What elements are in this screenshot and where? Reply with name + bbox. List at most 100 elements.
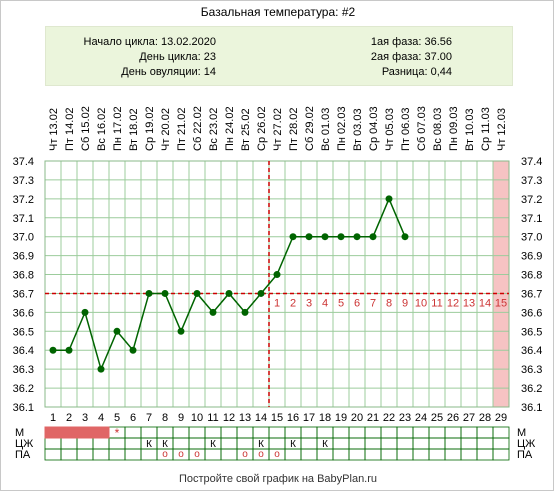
y-tick-right: 37.3	[521, 175, 542, 187]
temperature-point	[289, 233, 297, 241]
y-tick-right: 36.3	[521, 364, 542, 376]
row-cell	[396, 437, 414, 450]
cycle-info-panel: Начало цикла: 13.02.2020 День цикла: 23 …	[45, 26, 513, 86]
row-cell	[332, 437, 350, 450]
date-label: Пн 24.02	[224, 106, 236, 151]
date-label: Чт 12.03	[496, 108, 508, 151]
luteal-day-number: 1	[274, 297, 280, 309]
date-label: Вт 18.02	[128, 108, 140, 151]
row-cell	[428, 437, 446, 450]
row-cell	[204, 448, 222, 461]
day-label: 26	[447, 412, 459, 424]
date-label: Сб 07.03	[416, 106, 428, 151]
row-cell	[460, 426, 478, 439]
date-label: Вт 03.03	[352, 108, 364, 151]
day-label: 14	[255, 412, 267, 424]
date-label: Вс 16.02	[96, 108, 108, 151]
cm-mark: К	[162, 439, 168, 450]
day-label: 4	[98, 412, 104, 424]
row-cell	[348, 426, 366, 439]
row-cell	[252, 426, 270, 439]
date-label: Сб 15.02	[80, 106, 92, 151]
temperature-point	[177, 327, 185, 335]
row-cell	[348, 448, 366, 461]
y-tick-right: 36.6	[521, 307, 542, 319]
day-label: 27	[463, 412, 475, 424]
row-cell	[188, 437, 206, 450]
row-cell	[476, 426, 494, 439]
temperature-point	[241, 308, 249, 316]
y-tick-left: 37.0	[13, 232, 34, 244]
date-label: Пн 02.03	[336, 106, 348, 151]
row-cell	[60, 448, 78, 461]
row-cell	[156, 426, 174, 439]
date-label: Пн 09.03	[448, 106, 460, 151]
row-cell	[396, 448, 414, 461]
highlight-column	[493, 161, 509, 407]
row-cell	[300, 448, 318, 461]
footer-link[interactable]: Постройте свой график на BabyPlan.ru	[178, 473, 378, 485]
row-cell	[460, 448, 478, 461]
ovulation-day: День овуляции: 14	[121, 66, 216, 78]
row-cell	[220, 437, 238, 450]
cycle-day: День цикла: 23	[139, 51, 216, 63]
day-label: 8	[162, 412, 168, 424]
y-tick-right: 36.5	[521, 326, 542, 338]
row-cell	[92, 448, 110, 461]
date-label: Вс 01.03	[320, 108, 332, 151]
y-tick-right: 37.0	[521, 232, 542, 244]
row-cell	[364, 426, 382, 439]
day-label: 16	[287, 412, 299, 424]
day-label: 7	[146, 412, 152, 424]
row-cell	[460, 437, 478, 450]
date-label: Ср 19.02	[144, 106, 156, 151]
day-label: 17	[303, 412, 315, 424]
date-label: Пт 21.02	[176, 107, 188, 151]
day-label: 11	[207, 412, 218, 424]
row-cell	[476, 437, 494, 450]
row-cell	[220, 426, 238, 439]
row-cell	[172, 426, 190, 439]
row-label-right: ПА	[517, 449, 533, 461]
row-cell	[268, 437, 286, 450]
day-label: 6	[130, 412, 136, 424]
row-cell	[140, 448, 158, 461]
row-cell	[92, 437, 110, 450]
date-label: Вт 10.03	[464, 108, 476, 151]
day-label: 23	[399, 412, 411, 424]
row-cell	[108, 448, 126, 461]
luteal-day-number: 10	[415, 297, 427, 309]
row-cell	[204, 426, 222, 439]
cm-mark: К	[322, 439, 328, 450]
row-cell	[444, 437, 462, 450]
day-label: 10	[191, 412, 203, 424]
row-cell	[300, 437, 318, 450]
temperature-line	[53, 196, 406, 372]
y-tick-left: 37.3	[13, 175, 34, 187]
date-label: Пт 14.02	[64, 107, 76, 151]
row-cell	[44, 437, 62, 450]
date-label: Пн 17.02	[112, 106, 124, 151]
y-tick-left: 36.3	[13, 364, 34, 376]
row-cell	[412, 437, 430, 450]
date-label: Сб 22.02	[192, 106, 204, 151]
y-tick-right: 37.2	[521, 194, 542, 206]
y-tick-left: 36.4	[13, 345, 34, 357]
row-cell	[124, 448, 142, 461]
row-cell	[348, 437, 366, 450]
temperature-point	[273, 271, 281, 279]
temperature-point	[321, 233, 329, 241]
temperature-point	[305, 233, 313, 241]
temperature-point	[353, 233, 361, 241]
temperature-point	[49, 346, 57, 354]
row-cell	[380, 448, 398, 461]
luteal-day-number: 3	[306, 297, 312, 309]
menses-star: *	[115, 426, 120, 440]
y-tick-left: 36.1	[13, 402, 34, 414]
row-cell	[364, 448, 382, 461]
row-cell	[220, 448, 238, 461]
luteal-day-number: 11	[431, 297, 442, 309]
luteal-day-number: 6	[354, 297, 360, 309]
y-tick-right: 36.7	[521, 288, 542, 300]
y-tick-right: 36.9	[521, 251, 542, 263]
